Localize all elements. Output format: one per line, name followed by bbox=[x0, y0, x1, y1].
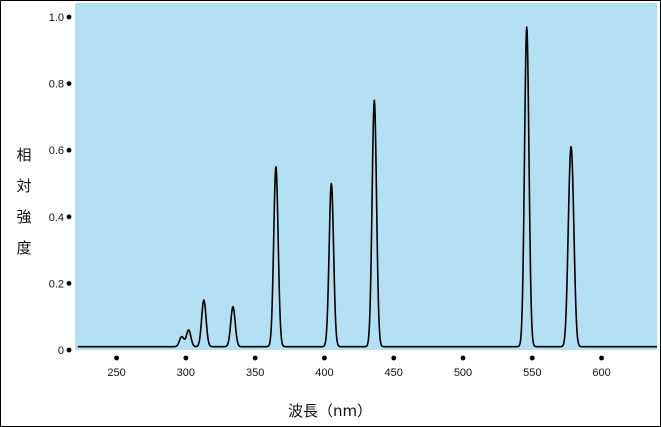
x-tick-label: 350 bbox=[246, 367, 264, 379]
y-tick-mark bbox=[66, 81, 72, 86]
y-tick-label: 0.6 bbox=[49, 145, 64, 157]
y-axis-title-char: 度 bbox=[16, 239, 31, 257]
y-tick-mark bbox=[66, 14, 72, 20]
y-tick-mark bbox=[66, 147, 72, 153]
x-tick-mark bbox=[391, 355, 397, 361]
x-tick-label: 250 bbox=[107, 367, 125, 379]
x-tick-label: 550 bbox=[523, 367, 541, 379]
x-tick-mark bbox=[599, 355, 604, 361]
y-axis-title-char: 対 bbox=[16, 177, 31, 195]
x-tick-mark bbox=[322, 355, 327, 361]
x-tick-label: 500 bbox=[454, 367, 472, 379]
x-tick-mark bbox=[114, 355, 119, 361]
x-tick-mark bbox=[460, 355, 466, 361]
y-axis: 0 0.2 0.4 0.6 0.8 1.0 bbox=[49, 12, 72, 357]
x-tick-label: 600 bbox=[592, 367, 610, 379]
y-axis-title-char: 強 bbox=[16, 208, 31, 226]
x-tick-label: 400 bbox=[315, 367, 333, 379]
y-axis-title-char: 相 bbox=[16, 146, 31, 164]
y-tick-label: 1.0 bbox=[49, 12, 64, 24]
y-tick-label: 0.2 bbox=[49, 278, 64, 290]
x-tick-mark bbox=[252, 355, 258, 361]
x-tick-mark bbox=[183, 355, 189, 361]
y-tick-label: 0 bbox=[58, 345, 64, 357]
x-tick-mark bbox=[529, 355, 535, 361]
x-axis: 250 300 350 400 450 500 550 600 bbox=[107, 355, 611, 379]
x-axis-title: 波長（nm） bbox=[288, 402, 372, 420]
y-tick-label: 0.4 bbox=[49, 212, 64, 224]
y-tick-mark bbox=[66, 214, 72, 220]
spectrum-line bbox=[77, 26, 658, 348]
y-tick-label: 0.8 bbox=[49, 79, 64, 91]
x-tick-label: 300 bbox=[177, 367, 195, 379]
plot-area bbox=[75, 3, 657, 350]
y-tick-mark bbox=[66, 281, 72, 286]
x-tick-label: 450 bbox=[385, 367, 403, 379]
y-tick-mark bbox=[66, 347, 72, 353]
